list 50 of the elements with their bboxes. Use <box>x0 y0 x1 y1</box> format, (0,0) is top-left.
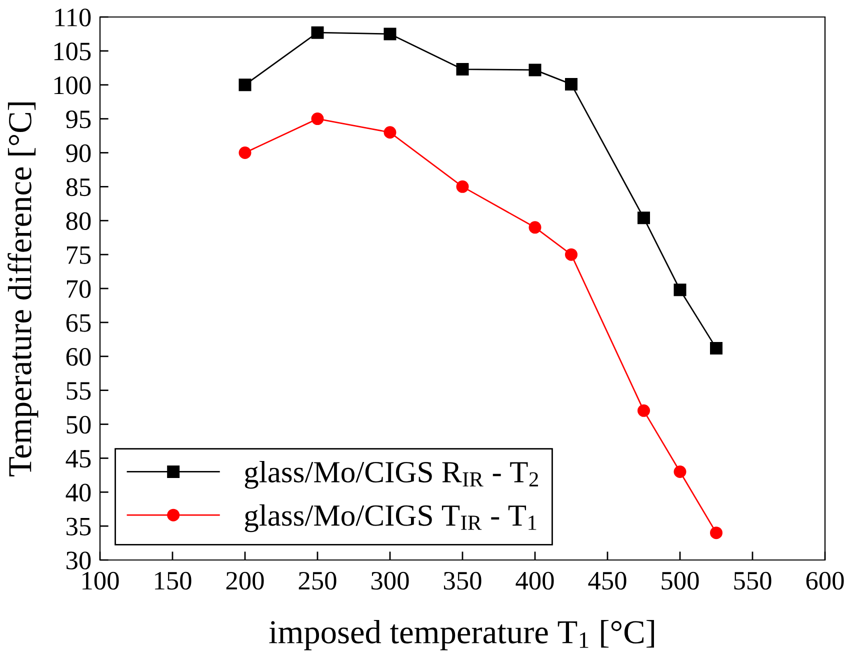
point <box>638 212 650 224</box>
point <box>384 28 396 40</box>
point <box>456 180 469 193</box>
point <box>528 64 542 76</box>
y-tick-label: 100 <box>54 76 91 94</box>
point <box>311 112 324 126</box>
y-tick-label: 110 <box>55 8 91 26</box>
y-tick-label: 80 <box>66 212 91 230</box>
point <box>565 248 578 261</box>
y-tick-label: 40 <box>66 484 91 502</box>
y-axis-title: Temperature difference [°C] <box>8 102 38 476</box>
point <box>311 26 324 39</box>
y-tick-label: 60 <box>66 348 91 366</box>
point <box>674 284 686 296</box>
x-tick-label: 450 <box>588 572 626 590</box>
y-tick-label: 65 <box>66 314 91 332</box>
x-tick-label: 350 <box>444 572 482 590</box>
y-tick-label: 35 <box>66 518 91 536</box>
y-tick-label: 75 <box>67 246 91 264</box>
x-axis-title: imposed temperature T$_{1}$ [°C] <box>269 620 654 650</box>
x-tick-label: 150 <box>155 572 192 590</box>
point <box>565 78 578 90</box>
y-tick-label: 105 <box>54 42 91 60</box>
point <box>456 63 469 76</box>
y-tick-label: 70 <box>67 280 91 298</box>
y-tick-label: 90 <box>66 144 91 162</box>
point <box>384 126 396 139</box>
legend-label: glass/Mo/CIGS T$_{IR}$ - T$_{1}$ <box>244 504 536 532</box>
point <box>238 78 252 92</box>
x-tick-label: 400 <box>516 572 554 590</box>
x-tick-label: 600 <box>806 572 844 590</box>
x-tick-label: 250 <box>298 572 336 590</box>
x-tick-label: 550 <box>734 572 772 590</box>
x-tick-label: 100 <box>82 572 119 590</box>
point <box>638 404 650 417</box>
point <box>674 466 686 478</box>
legend-label: glass/Mo/CIGS R$_{IR}$ - T$_{2}$ <box>244 461 538 489</box>
y-tick-label: 50 <box>66 416 91 434</box>
x-tick-label: 200 <box>226 572 264 590</box>
y-tick-label: 95 <box>66 110 91 128</box>
point <box>710 526 722 540</box>
x-tick-label: 300 <box>371 572 409 590</box>
y-tick-label: 45 <box>66 450 91 468</box>
point <box>528 221 542 234</box>
y-tick-label: 55 <box>66 382 91 400</box>
y-tick-label: 85 <box>66 178 91 196</box>
y-tick-label: 30 <box>66 552 91 570</box>
point <box>238 146 252 159</box>
point <box>710 342 722 354</box>
x-tick-label: 500 <box>662 572 699 590</box>
